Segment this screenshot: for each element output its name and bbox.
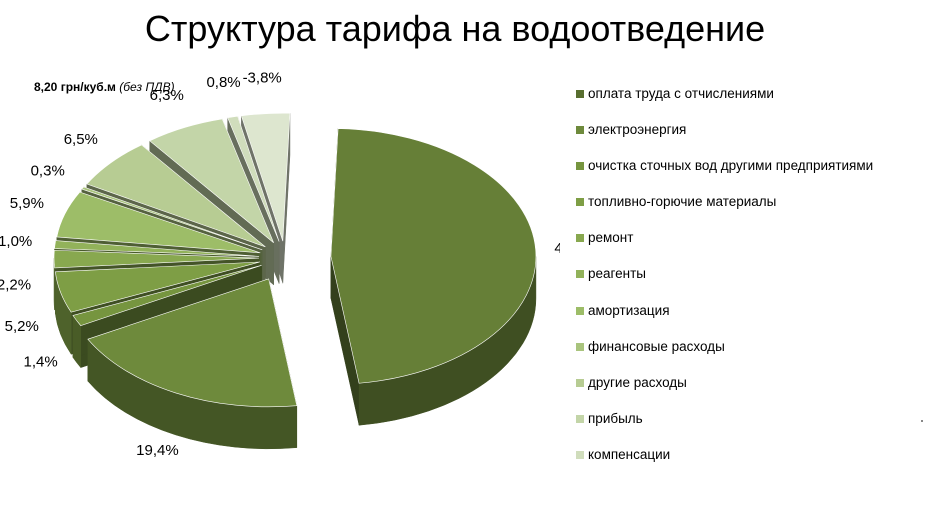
- legend-item: очистка сточных вод другими предприятиям…: [576, 156, 926, 192]
- legend-item: другие расходы: [576, 373, 926, 409]
- slice-value-label: 47,3%: [554, 240, 560, 257]
- pie-slice: [87, 278, 298, 408]
- legend-label: другие расходы: [588, 374, 687, 390]
- legend-label: компенсации: [588, 446, 671, 462]
- pie-tops: [53, 112, 537, 408]
- legend-item: оплата труда с отчислениями: [576, 84, 926, 120]
- pie-chart: 47,3% 19,4% 1,4% 5,2% 2,2% 1,0% 5,9% 0,3% 6,5% 6,…: [0, 70, 597, 459]
- legend-label: прибыль: [588, 410, 643, 426]
- legend-swatch: [576, 450, 584, 459]
- legend-swatch: [576, 270, 584, 279]
- legend-label: электроэнергия: [588, 122, 687, 138]
- slice-value-label: 5,9%: [10, 195, 44, 212]
- tariff-value: 8,20 грн/куб.м: [34, 80, 116, 94]
- legend-swatch: [576, 90, 584, 98]
- pie-slice: [54, 240, 260, 257]
- legend-label: ремонт: [588, 230, 634, 246]
- legend-item: прибыль: [576, 409, 926, 445]
- legend-item: компенсации: [576, 445, 926, 481]
- pie-slice: [81, 186, 263, 251]
- legend-swatch: [576, 306, 584, 315]
- legend-label: очистка сточных вод другими предприятиям…: [588, 158, 874, 174]
- pie-slice: [330, 128, 537, 384]
- legend-item: амортизация: [576, 301, 926, 337]
- slice-value-label: -3,8%: [243, 70, 282, 87]
- tariff-subtitle: 8,20 грн/куб.м (без ПДВ): [34, 80, 175, 94]
- chart-title: Структура тарифа на водоотведение: [144, 8, 766, 49]
- legend-label: финансовые расходы: [588, 338, 725, 354]
- pie-slice: [56, 191, 261, 254]
- pie-slice: [149, 118, 274, 244]
- pie-slice: [240, 112, 291, 242]
- legend-item: электроэнергия: [576, 120, 926, 156]
- legend-swatch: [576, 414, 584, 423]
- legend-swatch: [576, 198, 584, 207]
- slice-value-label: 0,8%: [206, 74, 240, 91]
- legend-item: топливно-горючие материалы: [576, 192, 926, 228]
- pie-slice: [55, 261, 260, 313]
- legend-swatch: [576, 378, 584, 387]
- legend-item: реагенты: [576, 264, 926, 300]
- tariff-note: (без ПДВ): [119, 80, 175, 94]
- pie-slice: [227, 115, 280, 242]
- slice-value-label: 2,2%: [0, 277, 31, 294]
- legend-swatch: [576, 342, 584, 351]
- legend-item: ремонт: [576, 228, 926, 264]
- slice-value-label: 0,3%: [31, 163, 65, 180]
- legend-label: топливно-горючие материалы: [588, 194, 777, 210]
- legend-swatch: [576, 162, 584, 171]
- chart-legend: оплата труда с отчислениями электроэнерги…: [576, 84, 926, 481]
- slice-value-label: 1,4%: [24, 353, 58, 370]
- slice-value-label: 6,3%: [150, 87, 184, 104]
- legend-swatch: [576, 234, 584, 243]
- pie-slice: [72, 265, 262, 326]
- slice-value-label: 1,0%: [0, 233, 32, 250]
- stray-dot: [921, 420, 923, 422]
- pie-chart-svg: 47,3% 19,4% 1,4% 5,2% 2,2% 1,0% 5,9% 0,3% 6,5% 6,…: [0, 70, 597, 459]
- pie-slice: [86, 144, 266, 248]
- legend-label: реагенты: [588, 266, 647, 282]
- legend-swatch: [576, 126, 584, 135]
- slice-value-label: 6,5%: [64, 131, 98, 148]
- pie-slice: [53, 249, 260, 269]
- legend-label: амортизация: [588, 302, 670, 318]
- slice-value-label: 5,2%: [5, 318, 39, 335]
- slice-value-label: 19,4%: [136, 442, 179, 459]
- legend-label: оплата труда с отчислениями: [588, 86, 774, 101]
- legend-item: финансовые расходы: [576, 337, 926, 373]
